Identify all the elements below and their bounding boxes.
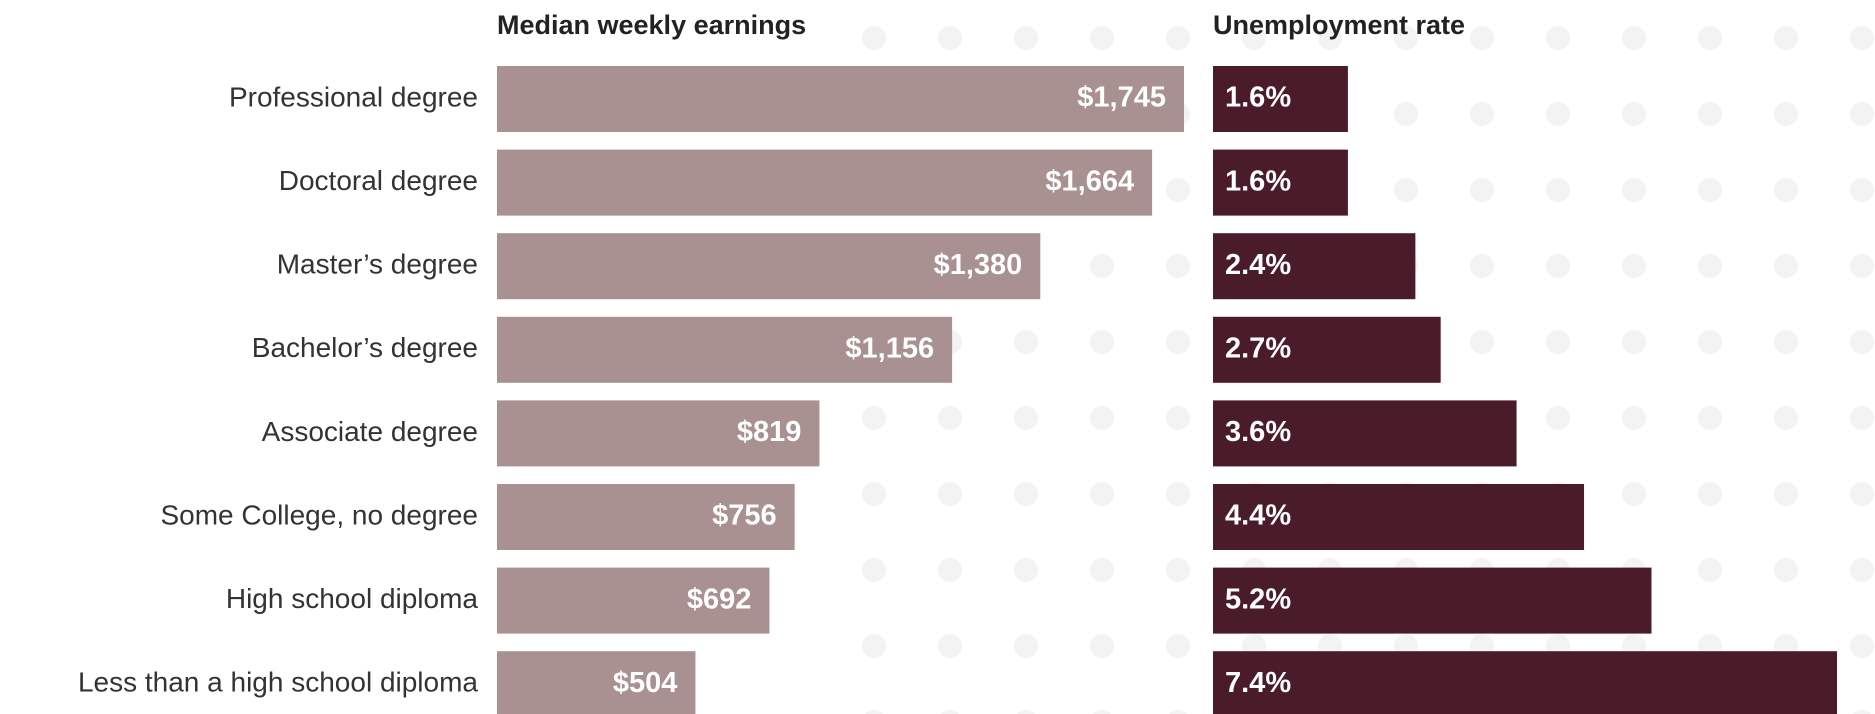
bar — [1213, 651, 1837, 714]
value-label: 7.4% — [1225, 667, 1291, 699]
category-label: Doctoral degree — [279, 165, 478, 196]
category-label: Some College, no degree — [160, 499, 478, 530]
bar — [1213, 149, 1348, 216]
bar — [1213, 400, 1517, 467]
category-label: Associate degree — [262, 416, 478, 447]
value-label: $756 — [712, 500, 777, 532]
value-label: $504 — [613, 667, 678, 699]
panel-title: Median weekly earnings — [497, 10, 806, 40]
value-label: $692 — [687, 583, 752, 615]
bar — [1213, 484, 1585, 550]
value-label: 1.6% — [1225, 82, 1291, 114]
bar — [497, 567, 770, 634]
panel-title: Unemployment rate — [1213, 10, 1465, 40]
category-label: Bachelor’s degree — [252, 332, 478, 363]
category-label: Less than a high school diploma — [78, 667, 478, 698]
bar — [1213, 316, 1441, 383]
value-label: $819 — [737, 416, 802, 448]
value-label: $1,380 — [934, 249, 1023, 281]
value-label: 2.4% — [1225, 249, 1291, 281]
value-label: $1,664 — [1045, 165, 1134, 197]
bar — [497, 316, 953, 383]
bar — [497, 400, 820, 467]
bar — [497, 233, 1041, 300]
category-label: Professional degree — [229, 81, 478, 112]
value-label: $1,156 — [845, 332, 934, 364]
bar — [497, 651, 696, 714]
value-label: 4.4% — [1225, 500, 1291, 532]
category-label: Master’s degree — [277, 249, 478, 280]
value-label: 3.6% — [1225, 416, 1291, 448]
bar — [497, 149, 1153, 216]
value-label: 1.6% — [1225, 165, 1291, 197]
bar — [1213, 567, 1652, 634]
bar — [1213, 233, 1416, 300]
bar — [497, 484, 795, 550]
category-label: High school diploma — [226, 583, 479, 614]
value-label: $1,745 — [1077, 82, 1166, 114]
bar — [497, 66, 1184, 132]
value-label: 5.2% — [1225, 583, 1291, 615]
bar — [1213, 66, 1348, 132]
value-label: 2.7% — [1225, 332, 1291, 364]
